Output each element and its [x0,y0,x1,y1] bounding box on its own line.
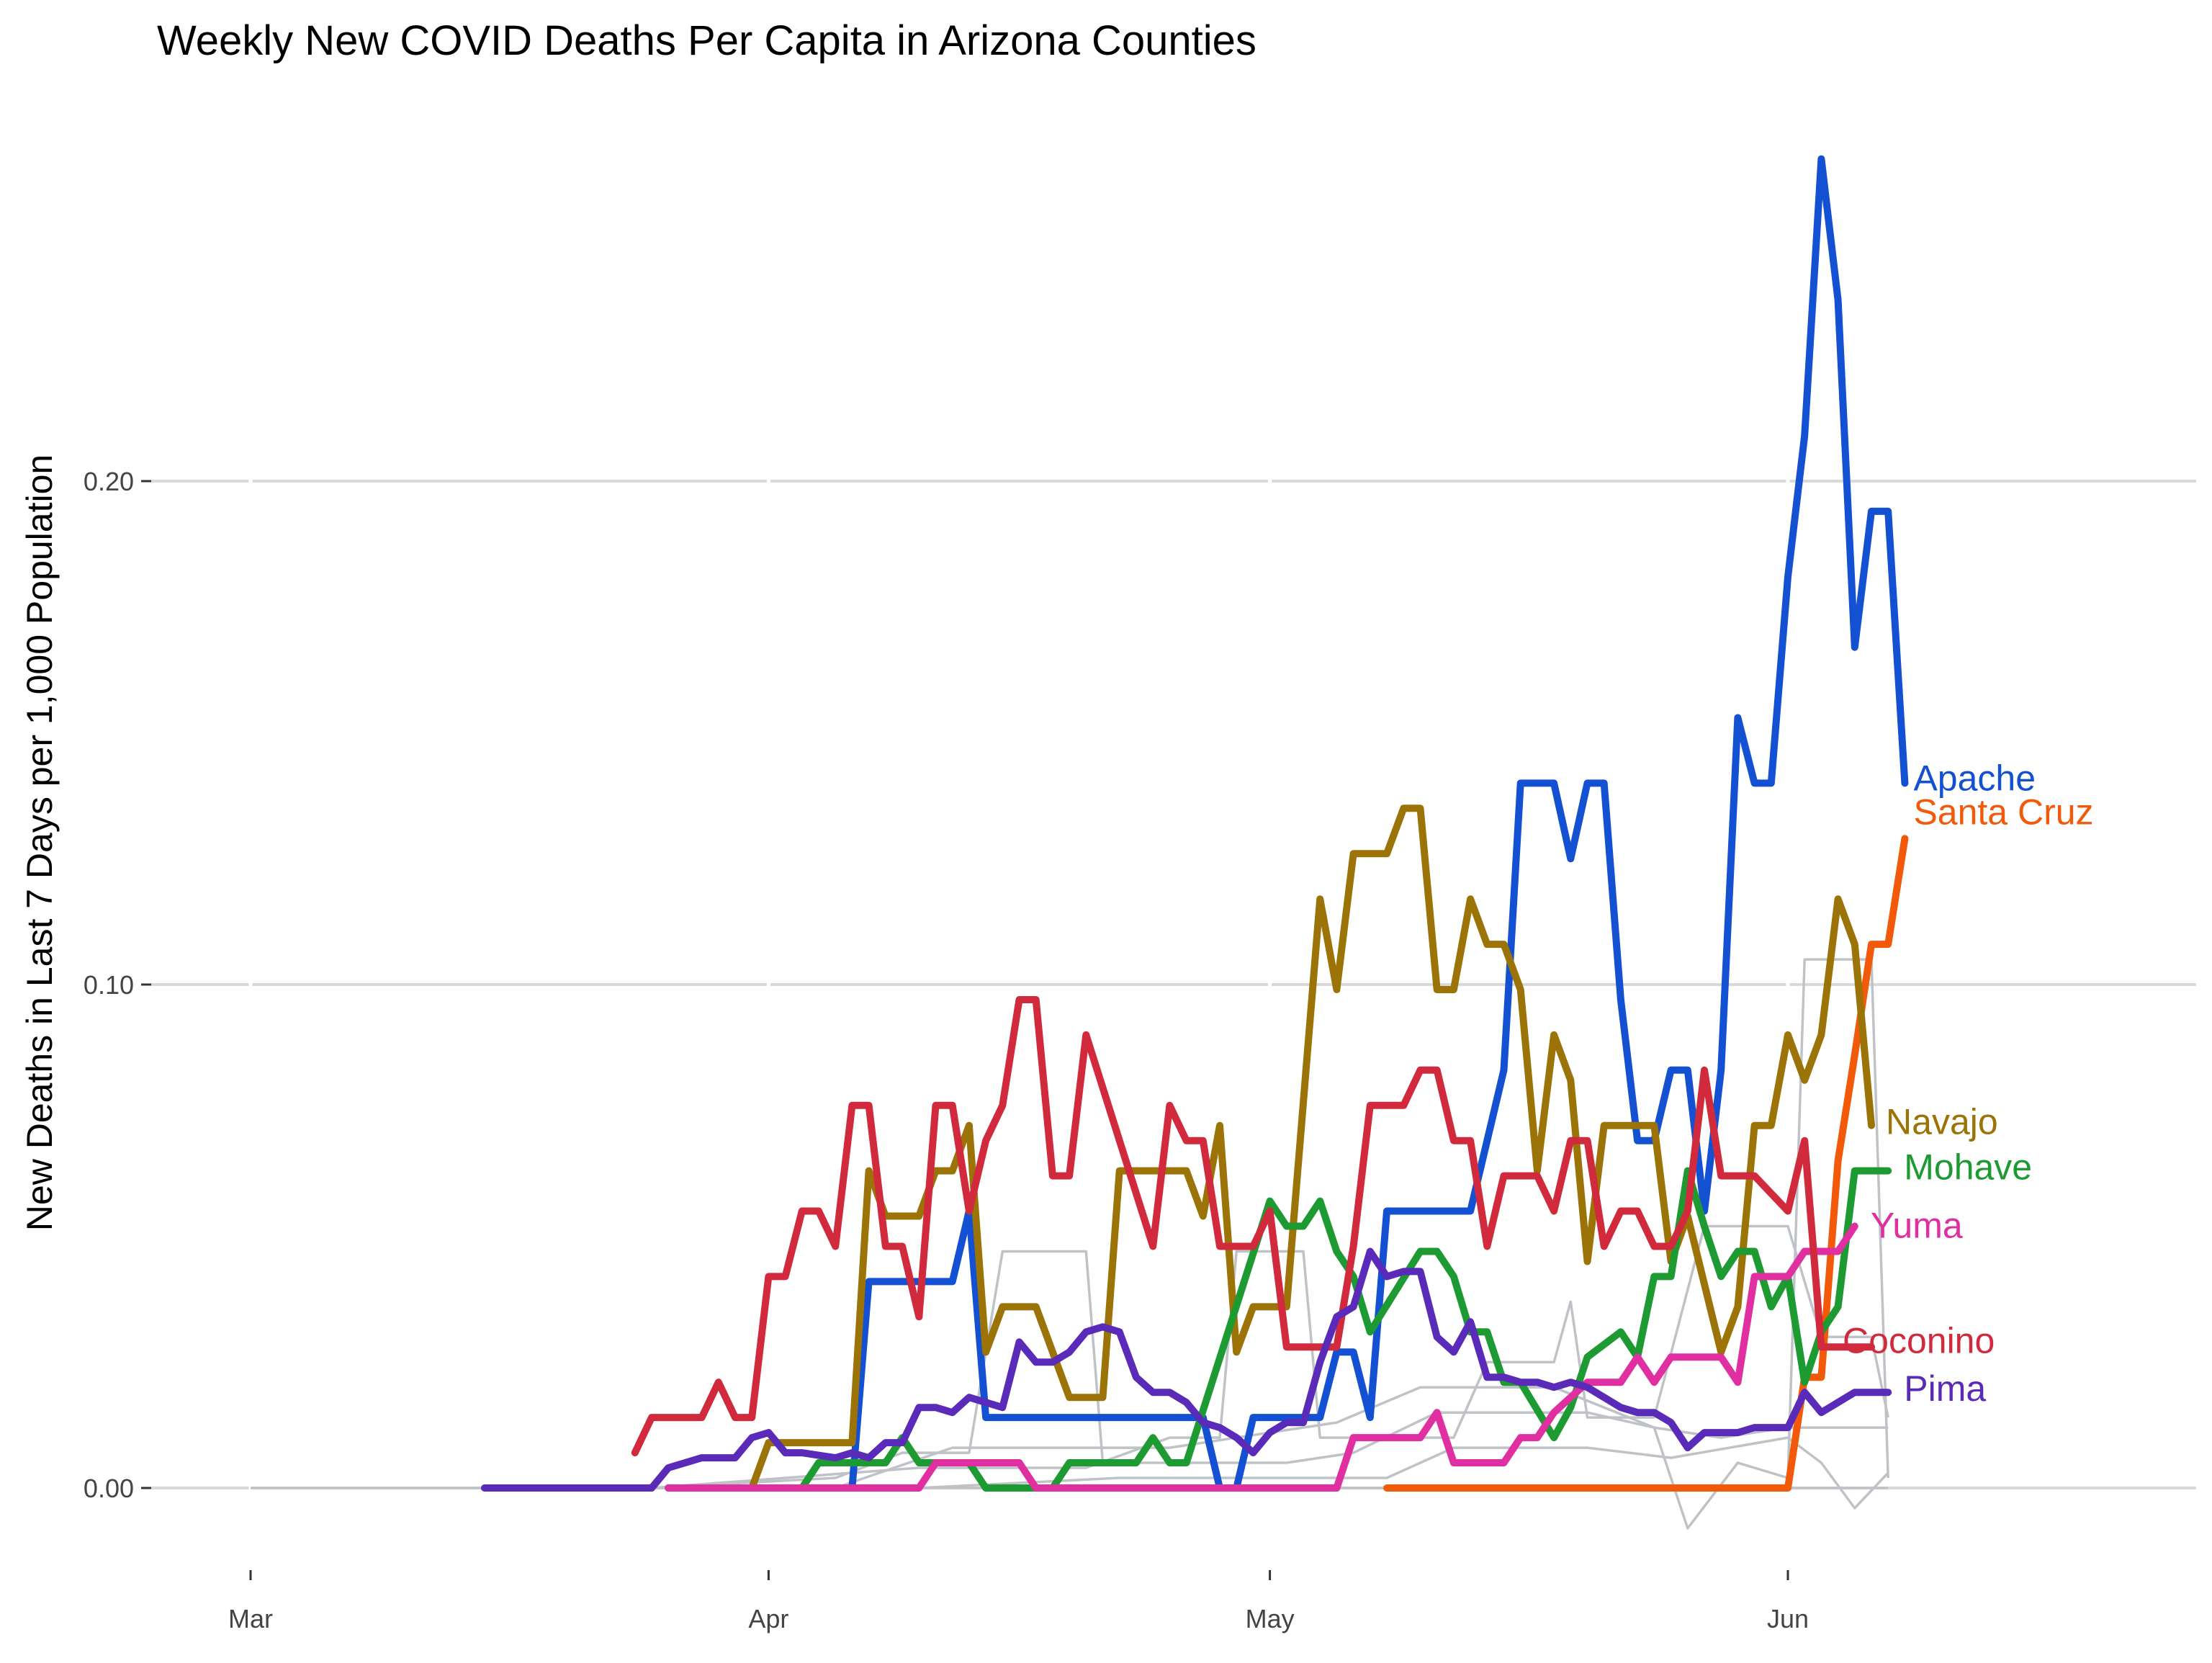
series-label-apache: Apache [1913,758,2036,798]
y-tick-label: 0.00 [84,1474,134,1503]
series-line-apache [665,155,1909,1492]
x-tick-label: May [1246,1604,1295,1633]
series-label-yuma: Yuma [1871,1206,1963,1246]
x-tick-label: Apr [748,1604,788,1633]
series-label-santa-cruz: Santa Cruz [1913,792,2093,832]
series-line-pima [480,1247,1892,1492]
chart-title: Weekly New COVID Deaths Per Capita in Ar… [157,17,1256,64]
series-line-yuma [665,1222,1858,1492]
y-tick-label: 0.20 [84,467,134,496]
series-label-coconino: Coconino [1843,1320,1995,1361]
y-tick-label: 0.10 [84,970,134,1000]
series-line-santa-cruz [1383,835,1909,1492]
axis-layer: 0.00 0.10 0.20 Mar Apr May Jun [84,467,1809,1633]
background-county-line [919,1436,1889,1510]
series-label-mohave: Mohave [1904,1147,2032,1188]
x-tick-label: Mar [228,1604,273,1633]
y-axis-title: New Deaths in Last 7 Days per 1,000 Popu… [19,454,60,1231]
series-label-pima: Pima [1904,1368,1986,1409]
x-tick-label: Jun [1767,1604,1809,1633]
background-county-line [651,1224,1889,1489]
series-label-navajo: Navajo [1886,1102,1998,1142]
series-layer [480,155,1909,1492]
series-line-coconino [631,996,1875,1457]
grid-layer [151,108,2196,1570]
background-series-layer [251,958,1889,1530]
series-line-mohave [665,1167,1892,1492]
background-county-line [835,958,1889,1530]
